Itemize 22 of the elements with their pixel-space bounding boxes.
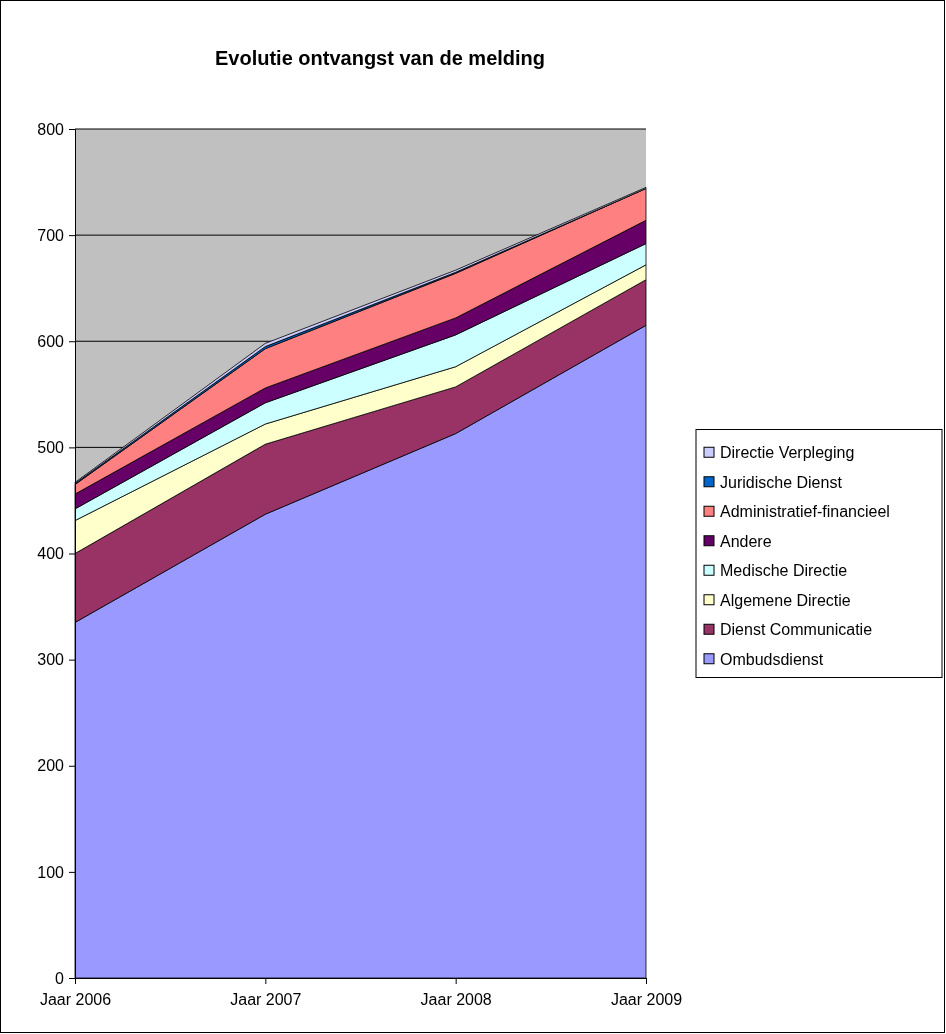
- x-tick-label: Jaar 2007: [230, 990, 302, 1008]
- legend-label: Juridische Dienst: [720, 473, 843, 491]
- y-tick-label: 0: [55, 969, 65, 987]
- y-tick-label: 400: [37, 545, 65, 563]
- legend-label: Medische Directie: [720, 562, 848, 580]
- y-tick-label: 600: [37, 332, 65, 350]
- y-tick-label: 800: [37, 120, 65, 138]
- legend-label: Directie Verpleging: [720, 444, 855, 462]
- legend-label: Ombudsdienst: [720, 650, 824, 668]
- x-tick-label: Jaar 2006: [39, 990, 112, 1008]
- x-tick-label: Jaar 2009: [610, 990, 683, 1008]
- legend-label: Algemene Directie: [720, 591, 851, 609]
- chart-title: Evolutie ontvangst van de melding: [214, 47, 546, 69]
- y-tick-label: 700: [37, 226, 65, 244]
- legend-label: Administratief-financieel: [720, 503, 890, 521]
- legend-label: Dienst Communicatie: [720, 621, 873, 639]
- y-tick-label: 500: [37, 438, 65, 456]
- legend-label: Andere: [720, 532, 772, 550]
- y-tick-label: 200: [37, 757, 65, 775]
- x-tick-label: Jaar 2008: [420, 990, 492, 1008]
- y-tick-label: 300: [37, 651, 65, 669]
- y-tick-label: 100: [37, 863, 65, 881]
